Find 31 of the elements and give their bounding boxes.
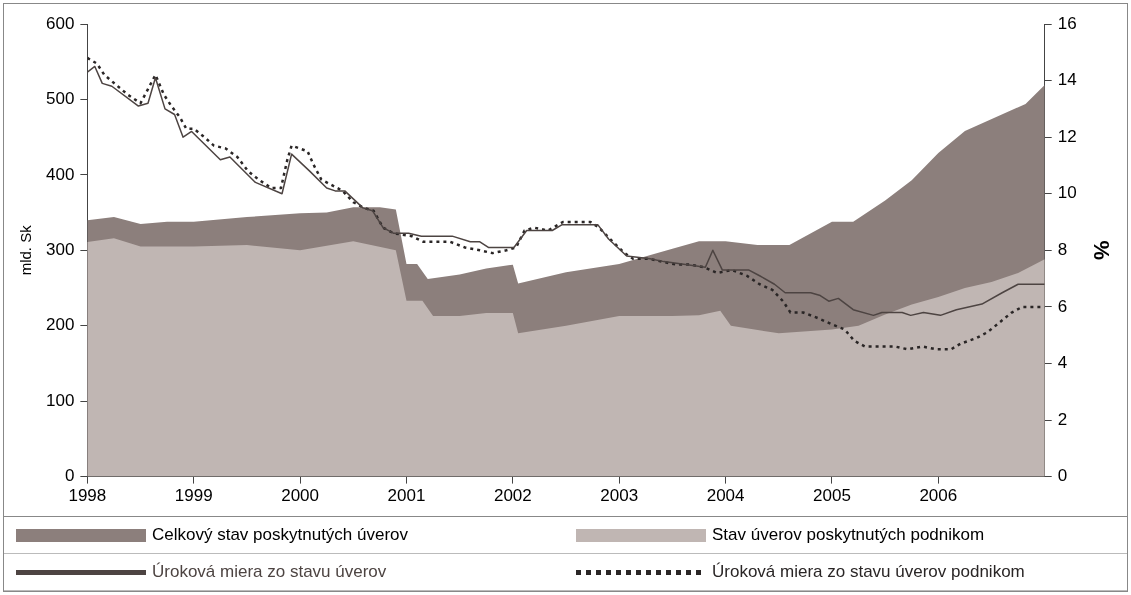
x-tick-label: 2000 bbox=[281, 486, 320, 506]
y-tick-label: 300 bbox=[45, 239, 75, 259]
y2-tick-label: 4 bbox=[1057, 353, 1068, 373]
y2-tick-label: 0 bbox=[1057, 466, 1068, 486]
text: Úroková miera zo stavu úverov podnikom bbox=[712, 562, 1025, 582]
y2-tick-label: 12 bbox=[1057, 126, 1077, 146]
y-tick-label: 500 bbox=[45, 89, 75, 109]
x-tick-label: 1999 bbox=[174, 486, 213, 506]
x-tick-label: 2006 bbox=[919, 486, 958, 506]
y2-tick-label: 14 bbox=[1057, 70, 1077, 90]
y2-tick-label: 10 bbox=[1057, 183, 1077, 203]
y-tick-label: 200 bbox=[45, 315, 75, 335]
text: Celkový stav poskytnutých úverov bbox=[152, 525, 409, 545]
x-tick-label: 2004 bbox=[706, 486, 745, 506]
y2-tick-label: 6 bbox=[1057, 296, 1068, 316]
x-tick-label: 1998 bbox=[68, 486, 107, 506]
y2-tick-label: 2 bbox=[1057, 409, 1068, 429]
y2-axis-title: % bbox=[1088, 240, 1114, 261]
text: Úroková miera zo stavu úverov bbox=[152, 562, 387, 582]
y2-tick-label: 8 bbox=[1057, 239, 1068, 259]
y-tick-label: 0 bbox=[64, 466, 75, 486]
x-tick-label: 2002 bbox=[493, 486, 532, 506]
y-tick-label: 100 bbox=[45, 390, 75, 410]
text: Stav úverov poskytnutých podnikom bbox=[712, 525, 985, 545]
y2-tick-label: 16 bbox=[1057, 13, 1077, 33]
x-tick-label: 2003 bbox=[600, 486, 639, 506]
x-tick-label: 2001 bbox=[387, 486, 426, 506]
y-tick-label: 400 bbox=[45, 164, 75, 184]
y-axis-title: mld. Sk bbox=[17, 224, 35, 276]
x-tick-label: 2005 bbox=[813, 486, 851, 506]
y-tick-label: 600 bbox=[45, 13, 75, 33]
